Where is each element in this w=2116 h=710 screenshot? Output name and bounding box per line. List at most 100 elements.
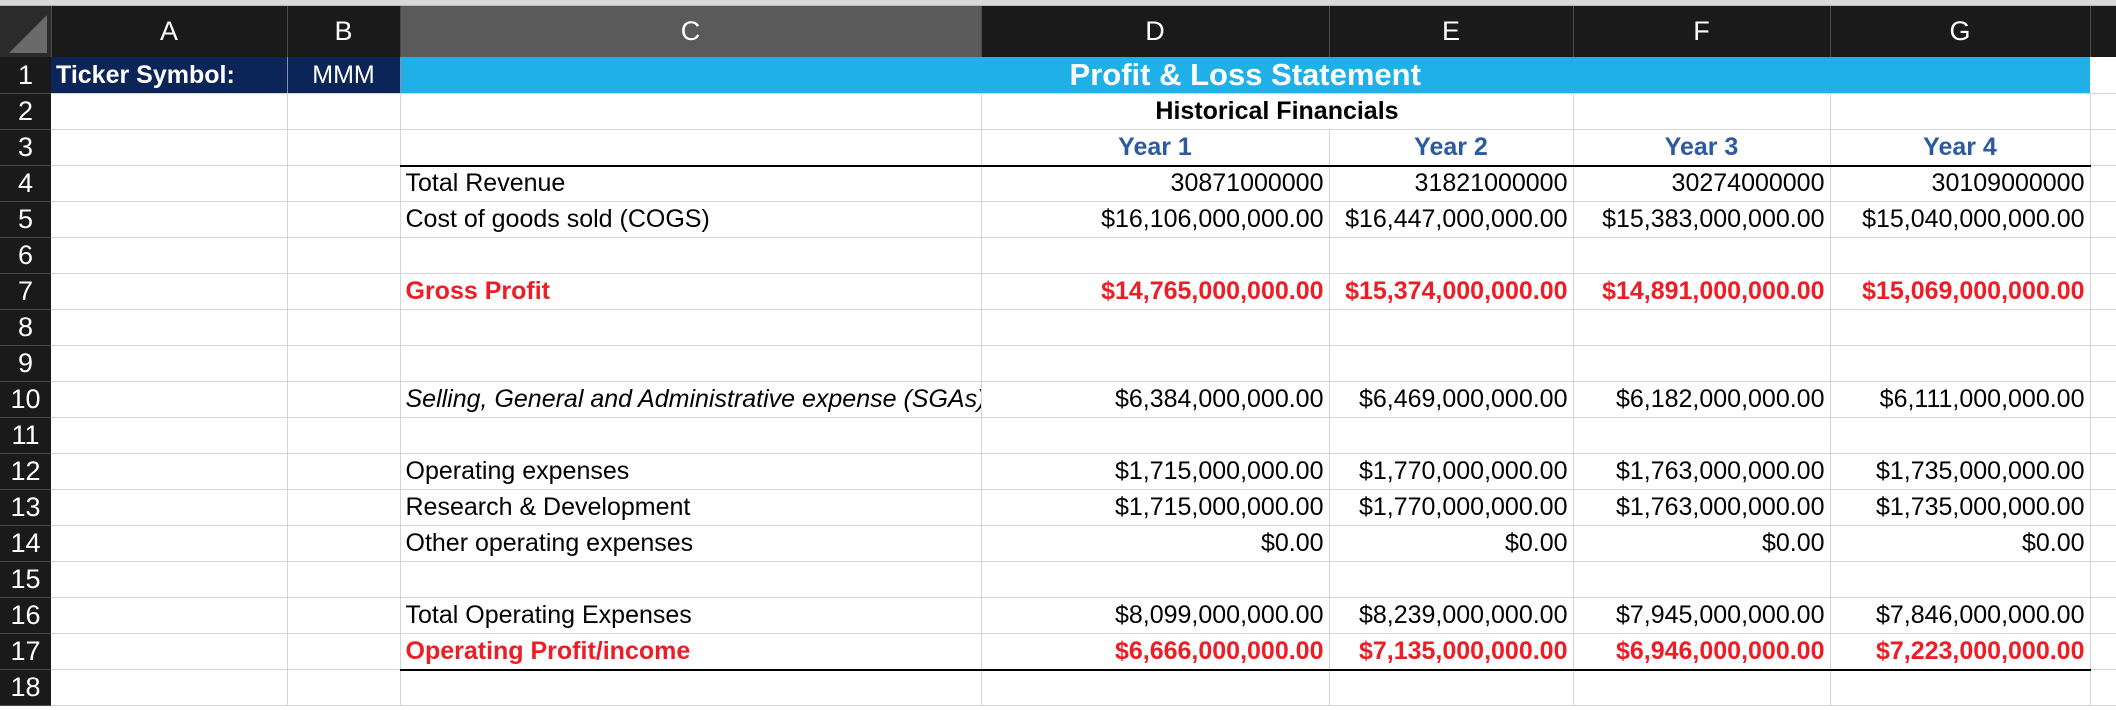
- cell-c17-label[interactable]: Operating Profit/income: [400, 633, 982, 671]
- cell-g15[interactable]: [1830, 561, 2091, 598]
- cell-c18[interactable]: [400, 669, 982, 706]
- cell-e12[interactable]: $1,770,000,000.00: [1329, 453, 1574, 490]
- cell-d2-subtitle[interactable]: Historical Financials: [981, 93, 1574, 130]
- cell-c10-label[interactable]: Selling, General and Administrative expe…: [400, 381, 982, 418]
- cell-h9[interactable]: [2090, 345, 2116, 382]
- cell-g3-year-4[interactable]: Year 4: [1830, 129, 2091, 167]
- cell-h13[interactable]: [2090, 489, 2116, 526]
- cell-a3[interactable]: [51, 129, 288, 166]
- cell-c15[interactable]: [400, 561, 982, 598]
- cell-g4[interactable]: 30109000000: [1830, 165, 2091, 202]
- row-header-8[interactable]: 8: [0, 309, 51, 346]
- column-header-f[interactable]: F: [1573, 6, 1831, 57]
- cell-f2[interactable]: [1573, 93, 1831, 130]
- column-header-c[interactable]: C: [400, 6, 982, 57]
- row-header-1[interactable]: 1: [0, 57, 51, 94]
- cell-a9[interactable]: [51, 345, 288, 382]
- cell-c8[interactable]: [400, 309, 982, 346]
- cell-f13[interactable]: $1,763,000,000.00: [1573, 489, 1831, 526]
- column-header-b[interactable]: B: [287, 6, 401, 57]
- cell-d15[interactable]: [981, 561, 1330, 598]
- cell-b3[interactable]: [287, 129, 401, 166]
- row-header-6[interactable]: 6: [0, 237, 51, 274]
- cell-d12[interactable]: $1,715,000,000.00: [981, 453, 1330, 490]
- cell-d9[interactable]: [981, 345, 1330, 382]
- cell-e8[interactable]: [1329, 309, 1574, 346]
- select-all-corner[interactable]: [0, 6, 52, 57]
- cell-e5[interactable]: $16,447,000,000.00: [1329, 201, 1574, 238]
- row-header-9[interactable]: 9: [0, 345, 51, 382]
- cell-b7[interactable]: [287, 273, 401, 310]
- cell-c1-title-banner[interactable]: Profit & Loss Statement: [400, 57, 2090, 94]
- cell-h1[interactable]: [2090, 57, 2116, 94]
- cell-h14[interactable]: [2090, 525, 2116, 562]
- row-header-16[interactable]: 16: [0, 597, 51, 634]
- cell-g5[interactable]: $15,040,000,000.00: [1830, 201, 2091, 238]
- cell-b6[interactable]: [287, 237, 401, 274]
- cell-c5-label[interactable]: Cost of goods sold (COGS): [400, 201, 982, 238]
- cell-h15[interactable]: [2090, 561, 2116, 598]
- cell-c3[interactable]: [400, 129, 982, 167]
- cell-c9[interactable]: [400, 345, 982, 382]
- cell-f15[interactable]: [1573, 561, 1831, 598]
- cell-b15[interactable]: [287, 561, 401, 598]
- cell-g10[interactable]: $6,111,000,000.00: [1830, 381, 2091, 418]
- cell-c4-label[interactable]: Total Revenue: [400, 165, 982, 202]
- cell-d4[interactable]: 30871000000: [981, 165, 1330, 202]
- cell-f14[interactable]: $0.00: [1573, 525, 1831, 562]
- cell-b11[interactable]: [287, 417, 401, 454]
- row-header-10[interactable]: 10: [0, 381, 51, 418]
- cell-d11[interactable]: [981, 417, 1330, 454]
- cell-c6[interactable]: [400, 237, 982, 274]
- cell-f17[interactable]: $6,946,000,000.00: [1573, 633, 1831, 671]
- cell-a6[interactable]: [51, 237, 288, 274]
- row-header-4[interactable]: 4: [0, 165, 51, 202]
- cell-a11[interactable]: [51, 417, 288, 454]
- cell-h3[interactable]: [2090, 129, 2116, 166]
- cell-g18[interactable]: [1830, 669, 2091, 706]
- cell-b13[interactable]: [287, 489, 401, 526]
- row-header-17[interactable]: 17: [0, 633, 51, 670]
- cell-c16-label[interactable]: Total Operating Expenses: [400, 597, 982, 634]
- cell-c11[interactable]: [400, 417, 982, 454]
- cell-f4[interactable]: 30274000000: [1573, 165, 1831, 202]
- cell-e13[interactable]: $1,770,000,000.00: [1329, 489, 1574, 526]
- cell-a17[interactable]: [51, 633, 288, 670]
- cell-c14-label[interactable]: Other operating expenses: [400, 525, 982, 562]
- cell-f18[interactable]: [1573, 669, 1831, 706]
- column-header-e[interactable]: E: [1329, 6, 1574, 57]
- cell-f16[interactable]: $7,945,000,000.00: [1573, 597, 1831, 634]
- cell-h17[interactable]: [2090, 633, 2116, 670]
- cell-h8[interactable]: [2090, 309, 2116, 346]
- cell-g2[interactable]: [1830, 93, 2091, 130]
- cell-a16[interactable]: [51, 597, 288, 634]
- cell-e17[interactable]: $7,135,000,000.00: [1329, 633, 1574, 671]
- cell-d17[interactable]: $6,666,000,000.00: [981, 633, 1330, 671]
- cell-g16[interactable]: $7,846,000,000.00: [1830, 597, 2091, 634]
- cell-e6[interactable]: [1329, 237, 1574, 274]
- cell-b18[interactable]: [287, 669, 401, 706]
- cell-b4[interactable]: [287, 165, 401, 202]
- cell-a5[interactable]: [51, 201, 288, 238]
- cell-e3-year-2[interactable]: Year 2: [1329, 129, 1574, 167]
- cell-b16[interactable]: [287, 597, 401, 634]
- cell-b5[interactable]: [287, 201, 401, 238]
- cell-f3-year-3[interactable]: Year 3: [1573, 129, 1831, 167]
- row-header-7[interactable]: 7: [0, 273, 51, 310]
- cell-d7[interactable]: $14,765,000,000.00: [981, 273, 1330, 310]
- cell-f11[interactable]: [1573, 417, 1831, 454]
- cell-a10[interactable]: [51, 381, 288, 418]
- cell-a8[interactable]: [51, 309, 288, 346]
- cell-g14[interactable]: $0.00: [1830, 525, 2091, 562]
- cell-d16[interactable]: $8,099,000,000.00: [981, 597, 1330, 634]
- cell-a15[interactable]: [51, 561, 288, 598]
- row-header-5[interactable]: 5: [0, 201, 51, 238]
- cell-a18[interactable]: [51, 669, 288, 706]
- cell-h5[interactable]: [2090, 201, 2116, 238]
- cell-g9[interactable]: [1830, 345, 2091, 382]
- cell-h11[interactable]: [2090, 417, 2116, 454]
- cell-f6[interactable]: [1573, 237, 1831, 274]
- column-header-g[interactable]: G: [1830, 6, 2091, 57]
- cell-f12[interactable]: $1,763,000,000.00: [1573, 453, 1831, 490]
- cell-h4[interactable]: [2090, 165, 2116, 202]
